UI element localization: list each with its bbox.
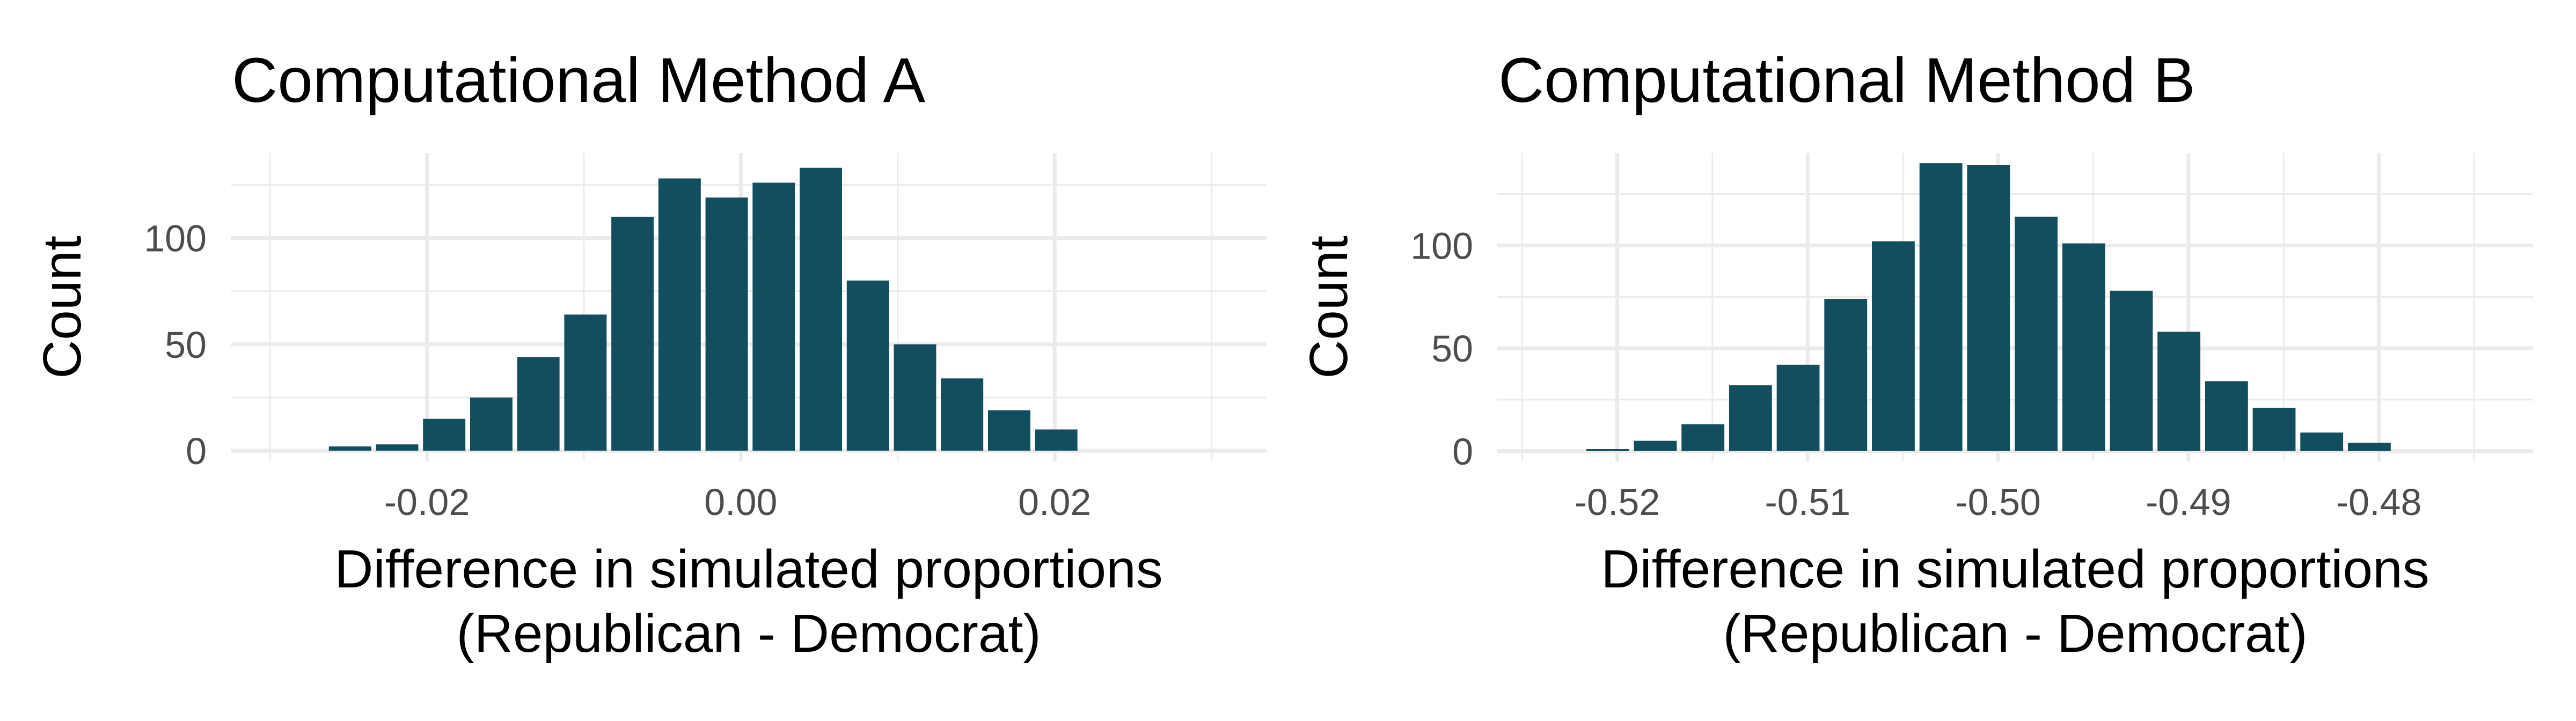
histogram-panel-method-b: 0 50 100 -0.52 -0.51 -0.50 -0.49 -0.48 Computati… [1299, 45, 2533, 664]
histogram-bar [2110, 290, 2153, 451]
x-tick-label: 0.00 [704, 481, 777, 523]
y-tick-label: 0 [1452, 431, 1473, 473]
histogram-bar [2062, 243, 2105, 451]
y-tick-label: 100 [144, 218, 207, 260]
histogram-bar [894, 344, 936, 451]
histogram-bar [1035, 429, 1078, 451]
x-tick-label: -0.52 [1575, 481, 1660, 523]
histogram-bar [1586, 449, 1629, 451]
histogram-bar [1967, 165, 2010, 451]
histogram-bar [752, 182, 795, 451]
histogram-panel-method-a: 0 50 100 -0.02 0.00 0.02 Computational Method … [32, 45, 1267, 664]
chart-title: Computational Method B [1498, 45, 2196, 116]
x-tick-label: -0.51 [1765, 481, 1851, 523]
x-axis-label-line-1: Difference in simulated proportions [1601, 539, 2429, 599]
histogram-bar [376, 444, 419, 451]
histogram-bar [564, 314, 607, 451]
histogram-bar [2347, 443, 2391, 451]
histogram-bar [987, 410, 1030, 451]
histogram-bar [658, 178, 701, 451]
y-tick-label: 50 [1431, 328, 1473, 370]
histogram-bar [1776, 364, 1820, 451]
y-tick-label: 0 [186, 430, 207, 472]
histogram-bar [470, 398, 513, 451]
histogram-bar [2300, 432, 2344, 451]
chart-title: Computational Method A [232, 45, 926, 116]
x-axis-label-line-1: Difference in simulated proportions [334, 539, 1162, 599]
x-tick-label: 0.02 [1018, 481, 1091, 523]
y-axis-label: Count [32, 236, 92, 379]
x-tick-label: -0.50 [1955, 481, 2041, 523]
histogram-bar [2252, 408, 2296, 451]
histogram-bar [846, 280, 889, 451]
x-axis-label-line-2: (Republican - Democrat) [456, 604, 1041, 664]
histogram-bar [1824, 299, 1868, 451]
histogram-bar [1872, 241, 1915, 451]
histogram-bar [517, 357, 560, 451]
x-tick-label: -0.02 [384, 481, 470, 523]
histogram-bar [705, 197, 748, 451]
x-tick-label: -0.49 [2146, 481, 2231, 523]
histogram-bar [800, 167, 842, 451]
y-axis-label: Count [1299, 236, 1359, 379]
y-tick-label: 100 [1410, 225, 1473, 267]
histogram-bar [941, 378, 984, 451]
x-axis-label-line-2: (Republican - Democrat) [1723, 604, 2307, 664]
histogram-bar [1634, 440, 1677, 451]
histogram-bar [611, 216, 654, 451]
histogram-bar [2015, 216, 2058, 451]
x-tick-label: -0.48 [2336, 481, 2422, 523]
histogram-bar [1681, 424, 1725, 451]
histogram-bar [1919, 163, 1963, 451]
y-tick-label: 50 [165, 324, 207, 366]
histogram-bar [2205, 381, 2248, 451]
histogram-bar [328, 446, 371, 451]
histogram-bar [423, 418, 466, 451]
histogram-bar [1729, 385, 1772, 451]
histogram-bar [2157, 332, 2201, 451]
